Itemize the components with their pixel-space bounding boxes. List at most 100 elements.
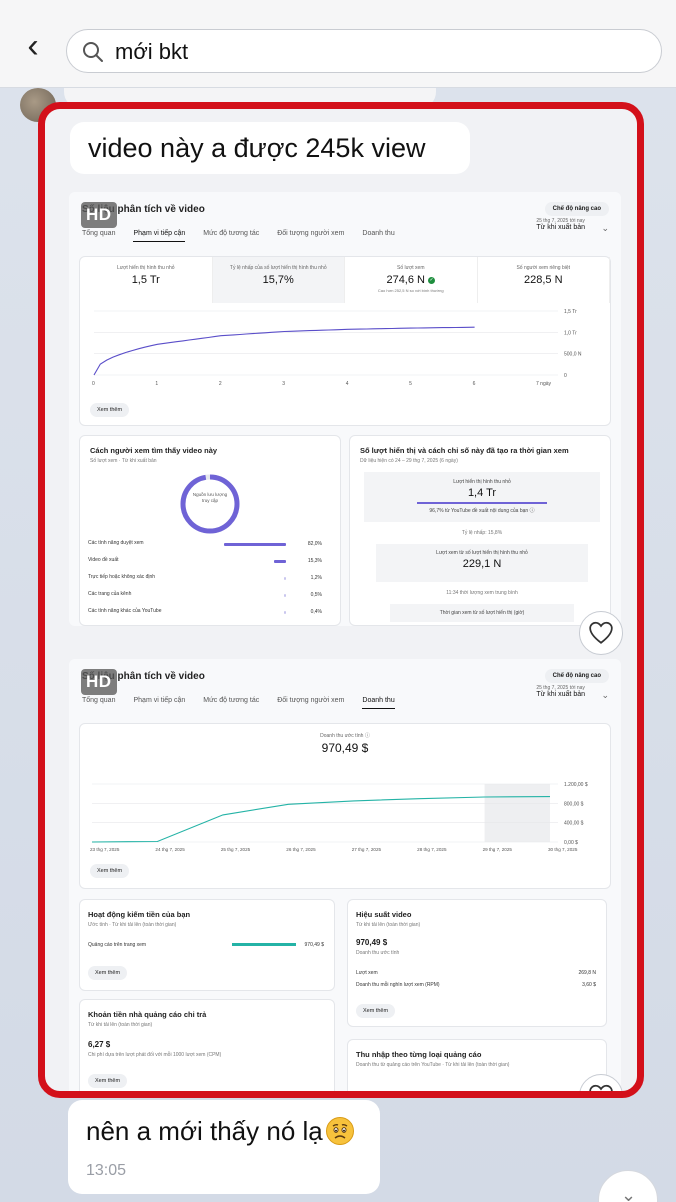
heart-shape xyxy=(589,1084,613,1091)
monetization-bar xyxy=(232,943,296,946)
x-tick-label: 6 xyxy=(473,381,476,387)
forecast-shade xyxy=(484,784,550,842)
tab-audience: Đối tượng người xem xyxy=(277,697,345,704)
source-row: Các trang của kênh 0,5% xyxy=(88,591,322,601)
source-row: Các tính năng khác của YouTube 0,4% xyxy=(88,608,322,618)
tab-reach: Phạm vi tiếp cận xyxy=(133,697,186,704)
y-tick-label: 1,5 Tr xyxy=(564,309,577,315)
views-value: 269,8 N xyxy=(578,970,596,976)
search-input[interactable]: mới bkt xyxy=(66,29,662,73)
info-icon: ⓘ xyxy=(364,733,370,739)
funnel-ctr: Tỷ lệ nhấp: 15,8% xyxy=(461,530,503,536)
advertiser-spend-title: Khoản tiền nhà quảng cáo chi trả xyxy=(88,1010,207,1019)
rpm-label: Doanh thu mỗi nghìn lượt xem (RPM) xyxy=(356,982,440,988)
x-tick-label: 29 thg 7, 2025 xyxy=(483,847,513,852)
funnel-views-value: 229,1 N xyxy=(462,558,502,570)
message-text-row: nên a mới thấy nó lạ xyxy=(86,1116,355,1147)
source-row: Trực tiếp hoặc không xác định 1,2% xyxy=(88,574,322,584)
source-bar xyxy=(284,594,286,597)
metric-views: Số lượt xem 274,6 N ✓ Cao hơn 252,5 N so v… xyxy=(345,257,478,303)
source-name: Các tính năng khác của YouTube xyxy=(88,608,162,614)
performance-value-label: Doanh thu ước tính xyxy=(356,950,400,956)
see-more-button: Xem thêm xyxy=(90,403,130,417)
y-tick-label: 1,0 Tr xyxy=(564,330,577,336)
highlight-frame: video này a được 245k view Số liệu phân … xyxy=(38,102,644,1098)
funnel-impressions-value: 1,4 Tr xyxy=(467,487,497,499)
timestamp: 13:05 xyxy=(86,1162,127,1179)
x-tick-label: 28 thg 7, 2025 xyxy=(417,847,447,852)
funnel-avg-duration: 11:34 thời lượng xem trung bình xyxy=(446,590,518,596)
metric-ctr: Tỷ lệ nhấp của số lượt hiển thị hình thu… xyxy=(212,257,345,303)
monetization-panel: Hoạt động kiếm tiền của bạn Ước tính · T… xyxy=(79,899,335,991)
funnel-sub: Dữ liệu hiện có 24 – 29 thg 7, 2025 (6 n… xyxy=(360,458,458,464)
source-name: Trực tiếp hoặc không xác định xyxy=(88,574,156,580)
source-row: Video đề xuất 15,3% xyxy=(88,557,322,567)
advanced-mode-button: Chế độ nâng cao xyxy=(544,669,609,683)
x-tick-label: 26 thg 7, 2025 xyxy=(286,847,316,852)
source-bar xyxy=(284,577,286,580)
analytics-screenshot-revenue[interactable]: Số liệu phân tích về video HD Chế độ nân… xyxy=(69,659,621,1091)
metric-impressions: Lượt hiển thị hình thu nhỏ 1,5 Tr xyxy=(80,257,213,303)
metric-value-text: 274,6 N xyxy=(386,274,425,286)
date-range-main: Từ khi xuất bản xyxy=(536,224,585,231)
top-bar: ‹ mới bkt xyxy=(0,0,676,88)
heart-shape xyxy=(589,621,613,644)
source-name: Video đề xuất xyxy=(88,557,119,563)
y-tick-label: 500,0 N xyxy=(564,352,582,358)
tab-revenue: Doanh thu xyxy=(362,230,395,237)
y-tick-label: 0,00 $ xyxy=(564,840,578,846)
metric-row: Lượt hiển thị hình thu nhỏ 1,5 Tr Tỷ lệ n… xyxy=(80,257,610,303)
analytics-screenshot-reach[interactable]: Số liệu phân tích về video HD Chế độ nân… xyxy=(69,192,621,626)
metric-value: 274,6 N ✓ xyxy=(345,274,477,286)
tab-revenue: Doanh thu xyxy=(362,697,395,709)
source-name: Các tính năng duyệt xem xyxy=(88,540,144,546)
message-text: nên a mới thấy nó lạ xyxy=(86,1116,323,1146)
metric-label: Số người xem riêng biệt xyxy=(516,265,571,271)
ad-on-watch-page-value: 970,49 $ xyxy=(304,942,324,948)
page-title: Số liệu phân tích về video xyxy=(82,204,205,215)
advertiser-spend-sub: Từ khi tải lên (toàn thời gian) xyxy=(88,1022,153,1028)
source-pct: 82,0% xyxy=(307,541,322,547)
see-more-button: Xem thêm xyxy=(356,1004,396,1018)
sources-sub: Số lượt xem · Từ khi xuất bản xyxy=(90,458,157,464)
tab-bar: Tổng quan Phạm vi tiếp cận Mức độ tương tá… xyxy=(82,230,413,242)
x-tick-label: 25 thg 7, 2025 xyxy=(221,847,251,852)
tab-bar: Tổng quan Phạm vi tiếp cận Mức độ tương tá… xyxy=(82,697,413,709)
traffic-source-panel: Cách người xem tìm thấy video này Số lượ… xyxy=(79,435,341,626)
y-tick-label: 400,00 $ xyxy=(564,821,584,827)
chevron-down-icon: ⌄ xyxy=(621,1185,637,1202)
search-query: mới bkt xyxy=(115,39,189,64)
funnel-impressions: Lượt hiển thị hình thu nhỏ 1,4 Tr 96,7% … xyxy=(364,472,600,522)
funnel-bar xyxy=(417,502,547,504)
x-tick-label: 30 thg 7, 2025 xyxy=(548,847,578,852)
heart-icon[interactable] xyxy=(579,611,623,655)
x-tick-label: 0 xyxy=(92,381,95,387)
search-icon xyxy=(83,42,103,62)
source-pct: 15,3% xyxy=(307,558,322,564)
see-more-button: Xem thêm xyxy=(88,1074,128,1088)
tab-engagement: Mức độ tương tác xyxy=(203,230,260,237)
back-arrow-icon[interactable]: ‹ xyxy=(27,27,39,65)
source-row: Các tính năng duyệt xem 82,0% xyxy=(88,540,322,550)
funnel-views: Lượt xem từ số lượt hiển thị hình thu nh… xyxy=(376,544,588,582)
x-tick-label: 27 thg 7, 2025 xyxy=(352,847,382,852)
monetization-title: Hoạt động kiếm tiền của bạn xyxy=(88,910,191,919)
funnel-impressions-note-row: 96,7% từ YouTube đề xuất nội dung của bạ… xyxy=(364,507,600,514)
rpm-value: 3,60 $ xyxy=(582,982,596,988)
y-tick-label: 0 xyxy=(564,373,567,379)
revenue-line-chart: 0,00 $ 400,00 $ 800,00 $ 1.200,00 $ 23 thg 7… xyxy=(90,782,588,852)
metric-sub: Cao hơn 252,5 N so với bình thường xyxy=(377,288,444,293)
metric-value: 15,7% xyxy=(262,274,294,286)
chevron-down-icon: ⌄ xyxy=(601,223,609,233)
source-bar xyxy=(284,611,286,614)
worried-face-icon xyxy=(325,1117,354,1145)
message-bubble[interactable]: nên a mới thấy nó lạ 13:05 xyxy=(68,1100,380,1194)
info-icon: ⓘ xyxy=(529,508,535,514)
advanced-mode-button: Chế độ nâng cao xyxy=(544,202,609,216)
message-bubble-text[interactable]: video này a được 245k view xyxy=(70,122,470,174)
x-tick-label: 3 xyxy=(282,381,285,387)
date-range-small: 25 thg 7, 2025 tới nay xyxy=(536,218,585,224)
funnel-title: Số lượt hiển thị và cách chỉ số này đã t… xyxy=(360,446,569,455)
scroll-down-button[interactable]: ⌄ xyxy=(598,1170,658,1202)
